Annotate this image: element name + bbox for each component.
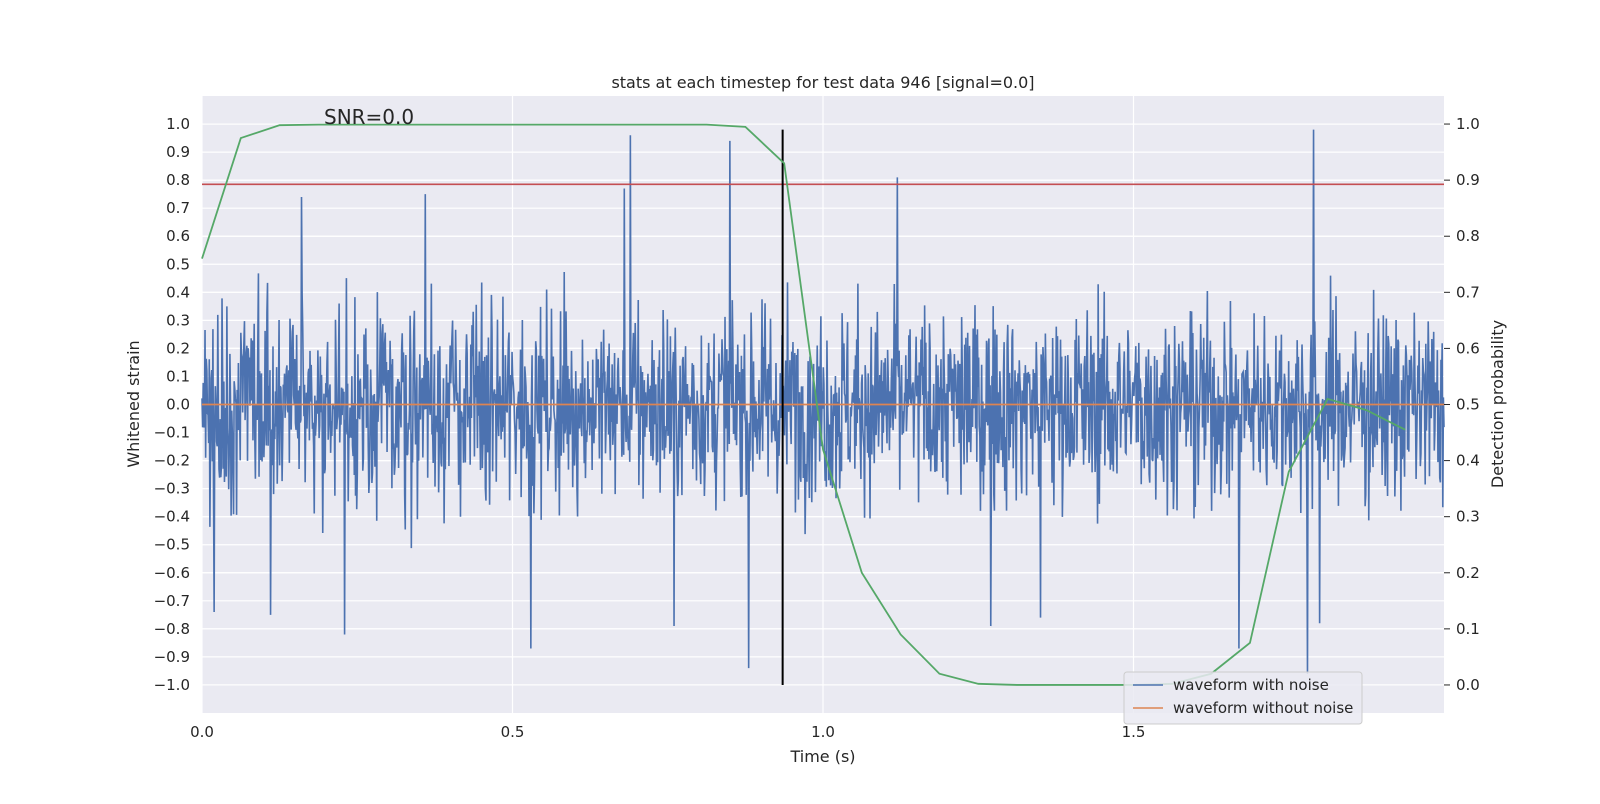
y-tick-label-left: −0.2 [154,452,190,470]
y-tick-label-left: 0.2 [166,339,190,357]
y-tick-label-left: 0.5 [166,255,190,273]
chart-title: stats at each timestep for test data 946… [611,73,1034,92]
y-tick-label-right: 0.0 [1456,676,1480,694]
y-tick-label-right: 0.8 [1456,227,1480,245]
legend-label-clean: waveform without noise [1173,699,1353,717]
y-tick-label-left: −0.1 [154,424,190,442]
x-axis-label: Time (s) [789,747,855,766]
y-tick-label-left: 0.1 [166,367,190,385]
y-tick-label-right: 0.6 [1456,339,1480,357]
y-tick-label-left: −0.5 [154,536,190,554]
y-tick-label-left: −0.7 [154,592,190,610]
y-tick-label-left: −0.8 [154,620,190,638]
y-tick-label-right: 1.0 [1456,115,1480,133]
y-tick-label-right: 0.7 [1456,283,1480,301]
legend-label-noisy: waveform with noise [1173,676,1329,694]
y-axis-label-left: Whitened strain [124,340,143,467]
y-tick-label-right: 0.2 [1456,564,1480,582]
y-tick-label-left: −0.6 [154,564,190,582]
y-tick-label-left: −0.9 [154,648,190,666]
y-tick-label-left: 0.4 [166,283,190,301]
x-tick-label: 1.0 [811,723,835,741]
y-tick-label-right: 0.3 [1456,508,1480,526]
y-tick-label-left: 0.6 [166,227,190,245]
y-tick-label-left: 0.8 [166,171,190,189]
legend: waveform with noise waveform without noi… [1124,672,1362,724]
snr-annotation: SNR=0.0 [324,105,414,129]
y-tick-label-left: 0.3 [166,311,190,329]
y-tick-label-left: 0.9 [166,143,190,161]
y-tick-label-left: −0.4 [154,508,190,526]
y-tick-label-right: 0.4 [1456,452,1480,470]
y-axis-label-right: Detection probability [1488,320,1507,488]
y-tick-label-left: 0.7 [166,199,190,217]
y-tick-label-right: 0.9 [1456,171,1480,189]
x-tick-label: 1.5 [1122,723,1146,741]
y-tick-label-right: 0.1 [1456,620,1480,638]
y-tick-label-left: 1.0 [166,115,190,133]
y-tick-label-left: 0.0 [166,396,190,414]
x-tick-label: 0.5 [501,723,525,741]
y-tick-label-left: −0.3 [154,480,190,498]
x-tick-label: 0.0 [190,723,214,741]
y-tick-label-left: −1.0 [154,676,190,694]
y-tick-label-right: 0.5 [1456,396,1480,414]
